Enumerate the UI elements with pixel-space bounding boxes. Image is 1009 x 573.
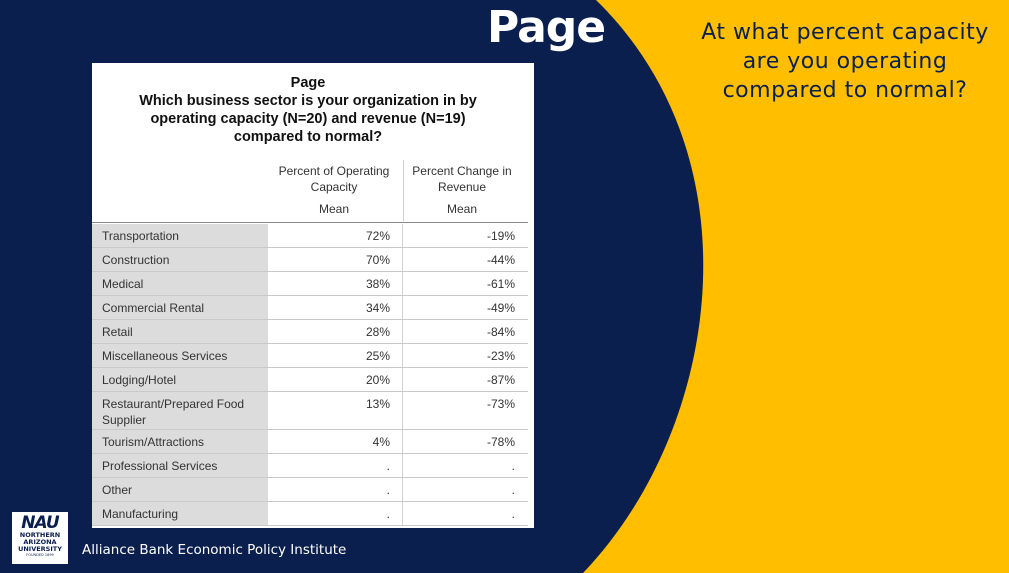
table-row: Retail 28% -84% (92, 320, 528, 344)
table-row: Manufacturing . . (92, 502, 528, 526)
row-label: Miscellaneous Services (92, 344, 268, 367)
table-row: Construction 70% -44% (92, 248, 528, 272)
column-subheader-revenue: Mean (446, 202, 478, 216)
logo-line: ARIZONA (23, 538, 57, 546)
row-label: Restaurant/Prepared Food Supplier (92, 392, 268, 429)
table-row: Other . . (92, 478, 528, 502)
table-row: Lodging/Hotel 20% -87% (92, 368, 528, 392)
table-row: Restaurant/Prepared Food Supplier 13% -7… (92, 392, 528, 430)
column-subheader-capacity: Mean (318, 202, 350, 216)
capacity-value: 38% (268, 272, 403, 295)
revenue-value: -73% (486, 397, 515, 411)
table-title-line: compared to normal? (233, 129, 383, 145)
capacity-value: . (268, 478, 403, 501)
table-row: Transportation 72% -19% (92, 224, 528, 248)
row-label: Lodging/Hotel (92, 368, 268, 391)
table-row: Commercial Rental 34% -49% (92, 296, 528, 320)
table-title-line: Page (290, 75, 326, 91)
capacity-value: 4% (268, 430, 403, 453)
row-label: Commercial Rental (92, 296, 268, 319)
logo-line: NORTHERN (19, 531, 61, 539)
row-label: Transportation (92, 224, 268, 247)
table-row: Medical 38% -61% (92, 272, 528, 296)
capacity-value: 70% (268, 248, 403, 271)
row-label: Manufacturing (92, 502, 268, 525)
revenue-value: . (511, 507, 515, 521)
table-row: Miscellaneous Services 25% -23% (92, 344, 528, 368)
capacity-value: . (268, 502, 403, 525)
revenue-value: . (511, 483, 515, 497)
logo-line: UNIVERSITY (18, 545, 62, 553)
revenue-value: -87% (486, 373, 515, 387)
revenue-value: . (511, 459, 515, 473)
revenue-value: -49% (486, 301, 515, 315)
table-title-line: operating capacity (N=20) and revenue (N… (150, 111, 466, 127)
results-table: Page Which business sector is your organ… (92, 63, 534, 528)
row-label: Construction (92, 248, 268, 271)
revenue-value: -78% (486, 435, 515, 449)
revenue-value: -84% (486, 325, 515, 339)
table-row: Tourism/Attractions 4% -78% (92, 430, 528, 454)
table-body: Transportation 72% -19% Construction 70%… (92, 224, 528, 526)
footer-institute-name: Alliance Bank Economic Policy Institute (82, 542, 347, 558)
capacity-value: 34% (268, 296, 403, 319)
header-rule (92, 222, 528, 223)
capacity-value: 28% (268, 320, 403, 343)
capacity-value: 13% (268, 392, 403, 429)
logo-founded: FOUNDED 1899 (26, 553, 54, 557)
revenue-value: -23% (486, 349, 515, 363)
row-label: Tourism/Attractions (92, 430, 268, 453)
revenue-value: -61% (486, 277, 515, 291)
row-label: Other (92, 478, 268, 501)
table-title: Page Which business sector is your organ… (92, 74, 524, 146)
capacity-question: At what percent capacity are you operati… (701, 20, 989, 103)
table-row: Professional Services . . (92, 454, 528, 478)
column-header-revenue: Percent Change in Revenue (412, 164, 512, 194)
capacity-value: 72% (268, 224, 403, 247)
column-header-capacity: Percent of Operating Capacity (278, 164, 390, 194)
capacity-value: . (268, 454, 403, 477)
slide-title: Page (487, 2, 606, 53)
row-label: Professional Services (92, 454, 268, 477)
column-divider (403, 160, 404, 221)
row-label: Medical (92, 272, 268, 295)
capacity-value: 20% (268, 368, 403, 391)
nau-logo: NAU NORTHERN ARIZONA UNIVERSITY FOUNDED … (12, 512, 68, 564)
logo-mark: NAU (21, 513, 59, 533)
table-title-line: Which business sector is your organizati… (139, 93, 477, 109)
revenue-value: -44% (486, 253, 515, 267)
capacity-value: 25% (268, 344, 403, 367)
row-label: Retail (92, 320, 268, 343)
revenue-value: -19% (486, 229, 515, 243)
